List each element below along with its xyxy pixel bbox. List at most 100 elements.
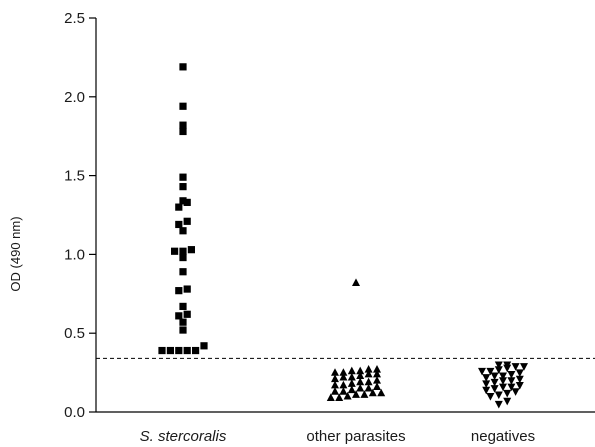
y-axis: 0.0 0.5 1.0 1.5 2.0 2.5: [64, 10, 97, 421]
data-point-square: [179, 127, 187, 136]
data-point-triangle-up: [347, 372, 356, 381]
data-point-triangle-down: [507, 377, 516, 385]
data-point-triangle-down: [482, 386, 491, 395]
data-point-triangle-up: [364, 383, 373, 392]
data-point-square: [179, 173, 187, 181]
data-point-triangle-up: [377, 388, 386, 397]
data-marks: [158, 63, 528, 409]
y-tick-label: 1.5: [64, 168, 85, 185]
data-point-triangle-up: [339, 380, 348, 389]
data-point-triangle-up: [356, 383, 365, 392]
data-point-triangle-up: [331, 380, 339, 389]
data-point-square: [179, 102, 187, 110]
data-point-triangle-up: [347, 366, 356, 375]
data-point-square: [179, 197, 187, 205]
data-point-triangle-up: [373, 369, 381, 378]
data-point-square: [166, 346, 174, 355]
data-point-triangle-up: [373, 376, 381, 384]
data-point-square: [175, 220, 183, 229]
data-point-square: [179, 227, 187, 235]
data-point-square: [179, 326, 187, 334]
data-point-triangle-up: [352, 390, 360, 398]
data-point-triangle-down: [486, 367, 495, 376]
data-point-triangle-up: [352, 278, 360, 286]
data-point-triangle-up: [356, 371, 365, 379]
data-point-triangle-down: [511, 388, 520, 396]
data-point-triangle-down: [515, 369, 524, 377]
data-point-triangle-down: [499, 372, 507, 381]
data-point-square: [187, 246, 195, 254]
data-point-triangle-up: [335, 393, 344, 402]
data-point-triangle-down: [490, 378, 499, 387]
data-point-square: [183, 310, 191, 318]
data-point-square: [175, 287, 183, 295]
data-point-triangle-down: [482, 380, 491, 389]
data-point-triangle-down: [494, 391, 503, 400]
data-point-square: [183, 285, 191, 293]
y-tick-label: 0.5: [64, 325, 85, 342]
data-point-square: [183, 217, 191, 225]
data-point-triangle-up: [360, 390, 369, 398]
y-tick-label: 1.0: [64, 246, 85, 263]
data-point-triangle-up: [339, 387, 348, 395]
data-point-square: [200, 342, 208, 350]
data-point-triangle-up: [356, 377, 365, 386]
data-point-square: [179, 268, 187, 276]
data-point-square: [179, 63, 187, 71]
data-point-triangle-down: [503, 397, 512, 406]
data-point-triangle-up: [331, 374, 339, 383]
data-point-triangle-down: [499, 383, 507, 392]
data-point-triangle-down: [499, 377, 507, 385]
y-tick-label: 2.0: [64, 89, 85, 106]
x-category-label: other parasites: [306, 428, 405, 445]
y-axis-title: OD (490 nm): [8, 216, 23, 291]
data-point-triangle-up: [331, 368, 339, 376]
data-point-triangle-up: [331, 387, 339, 395]
data-point-square: [179, 247, 187, 255]
data-point-triangle-up: [339, 368, 348, 376]
data-point-triangle-down: [478, 367, 486, 376]
data-point-triangle-up: [339, 372, 348, 381]
data-point-square: [179, 302, 187, 311]
data-point-triangle-up: [356, 366, 365, 375]
x-category-label: S. stercoralis: [140, 428, 227, 445]
data-point-triangle-down: [490, 372, 499, 381]
data-point-triangle-down: [490, 385, 499, 393]
data-point-square: [175, 203, 183, 211]
x-category-label: negatives: [471, 428, 535, 445]
data-point-triangle-down: [494, 400, 503, 409]
data-point-triangle-down: [507, 370, 516, 379]
data-point-triangle-down: [515, 375, 524, 384]
data-point-triangle-up: [364, 377, 373, 386]
data-point-square: [183, 346, 191, 355]
data-point-triangle-down: [503, 361, 512, 370]
x-axis: S. stercoralis other parasites negatives: [96, 411, 595, 445]
data-point-triangle-up: [368, 388, 377, 397]
data-point-triangle-down: [520, 363, 528, 371]
data-point-square: [179, 318, 187, 326]
data-point-triangle-down: [486, 393, 495, 401]
data-point-square: [179, 253, 187, 262]
data-point-square: [171, 247, 179, 255]
data-point-triangle-down: [511, 363, 520, 371]
data-point-square: [179, 183, 187, 191]
data-point-triangle-up: [373, 382, 381, 390]
data-point-square: [175, 346, 183, 355]
y-tick-label: 2.5: [64, 10, 85, 27]
data-point-triangle-up: [364, 365, 373, 373]
data-point-triangle-down: [494, 366, 503, 374]
data-point-triangle-down: [507, 383, 516, 392]
data-point-square: [158, 346, 166, 355]
data-point-triangle-up: [347, 385, 356, 394]
data-point-triangle-up: [373, 365, 381, 373]
data-point-triangle-up: [347, 379, 356, 387]
y-tick-label: 0.0: [64, 404, 85, 421]
data-point-square: [175, 312, 183, 320]
data-point-triangle-up: [343, 391, 352, 400]
data-point-triangle-up: [364, 369, 373, 378]
data-point-triangle-down: [503, 389, 512, 398]
data-point-triangle-down: [482, 374, 491, 382]
data-point-square: [179, 121, 187, 129]
data-point-square: [192, 346, 200, 355]
